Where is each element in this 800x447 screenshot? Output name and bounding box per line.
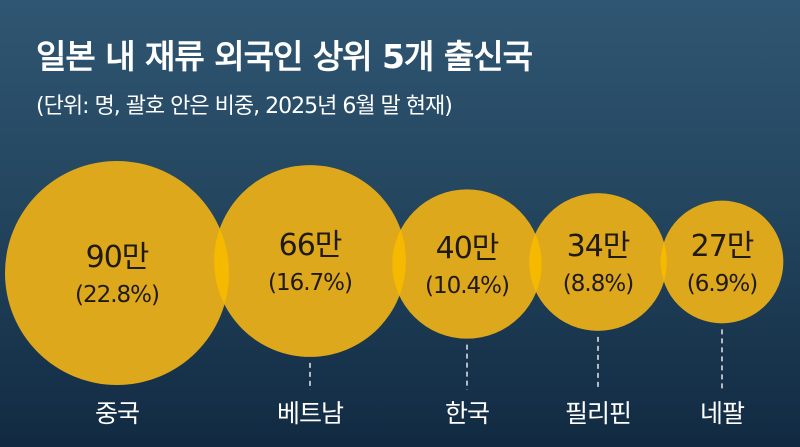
value-label: 34만 <box>567 229 630 264</box>
share-label: (22.8%) <box>75 282 159 308</box>
bubble-2 <box>392 189 542 339</box>
category-label: 한국 <box>445 399 489 428</box>
value-label: 27만 <box>691 229 754 264</box>
share-label: (10.4%) <box>425 273 509 299</box>
category-label: 중국 <box>95 399 139 428</box>
chart-title: 일본 내 재류 외국인 상위 5개 출신국 <box>36 37 533 76</box>
bubble-3 <box>529 193 667 331</box>
bubbles <box>5 161 784 385</box>
share-label: (6.9%) <box>687 271 757 297</box>
value-label: 66만 <box>279 228 342 263</box>
value-label: 40만 <box>436 231 499 266</box>
bubble-0 <box>5 161 229 385</box>
bubble-4 <box>660 200 784 324</box>
share-label: (16.7%) <box>268 270 352 296</box>
category-label: 네팔 <box>700 399 745 428</box>
labels: 90만 (22.8%) 중국 66만 (16.7%) 베트남 40만 (10.4%) 한국 34만… <box>75 228 758 428</box>
chart-subtitle: (단위: 명, 괄호 안은 비중, 2025년 6월 말 현재) <box>36 94 453 119</box>
value-label: 90만 <box>86 240 149 275</box>
category-label: 필리핀 <box>565 399 631 428</box>
share-label: (8.8%) <box>563 271 633 297</box>
category-label: 베트남 <box>277 399 344 428</box>
bubble-1 <box>214 165 406 357</box>
